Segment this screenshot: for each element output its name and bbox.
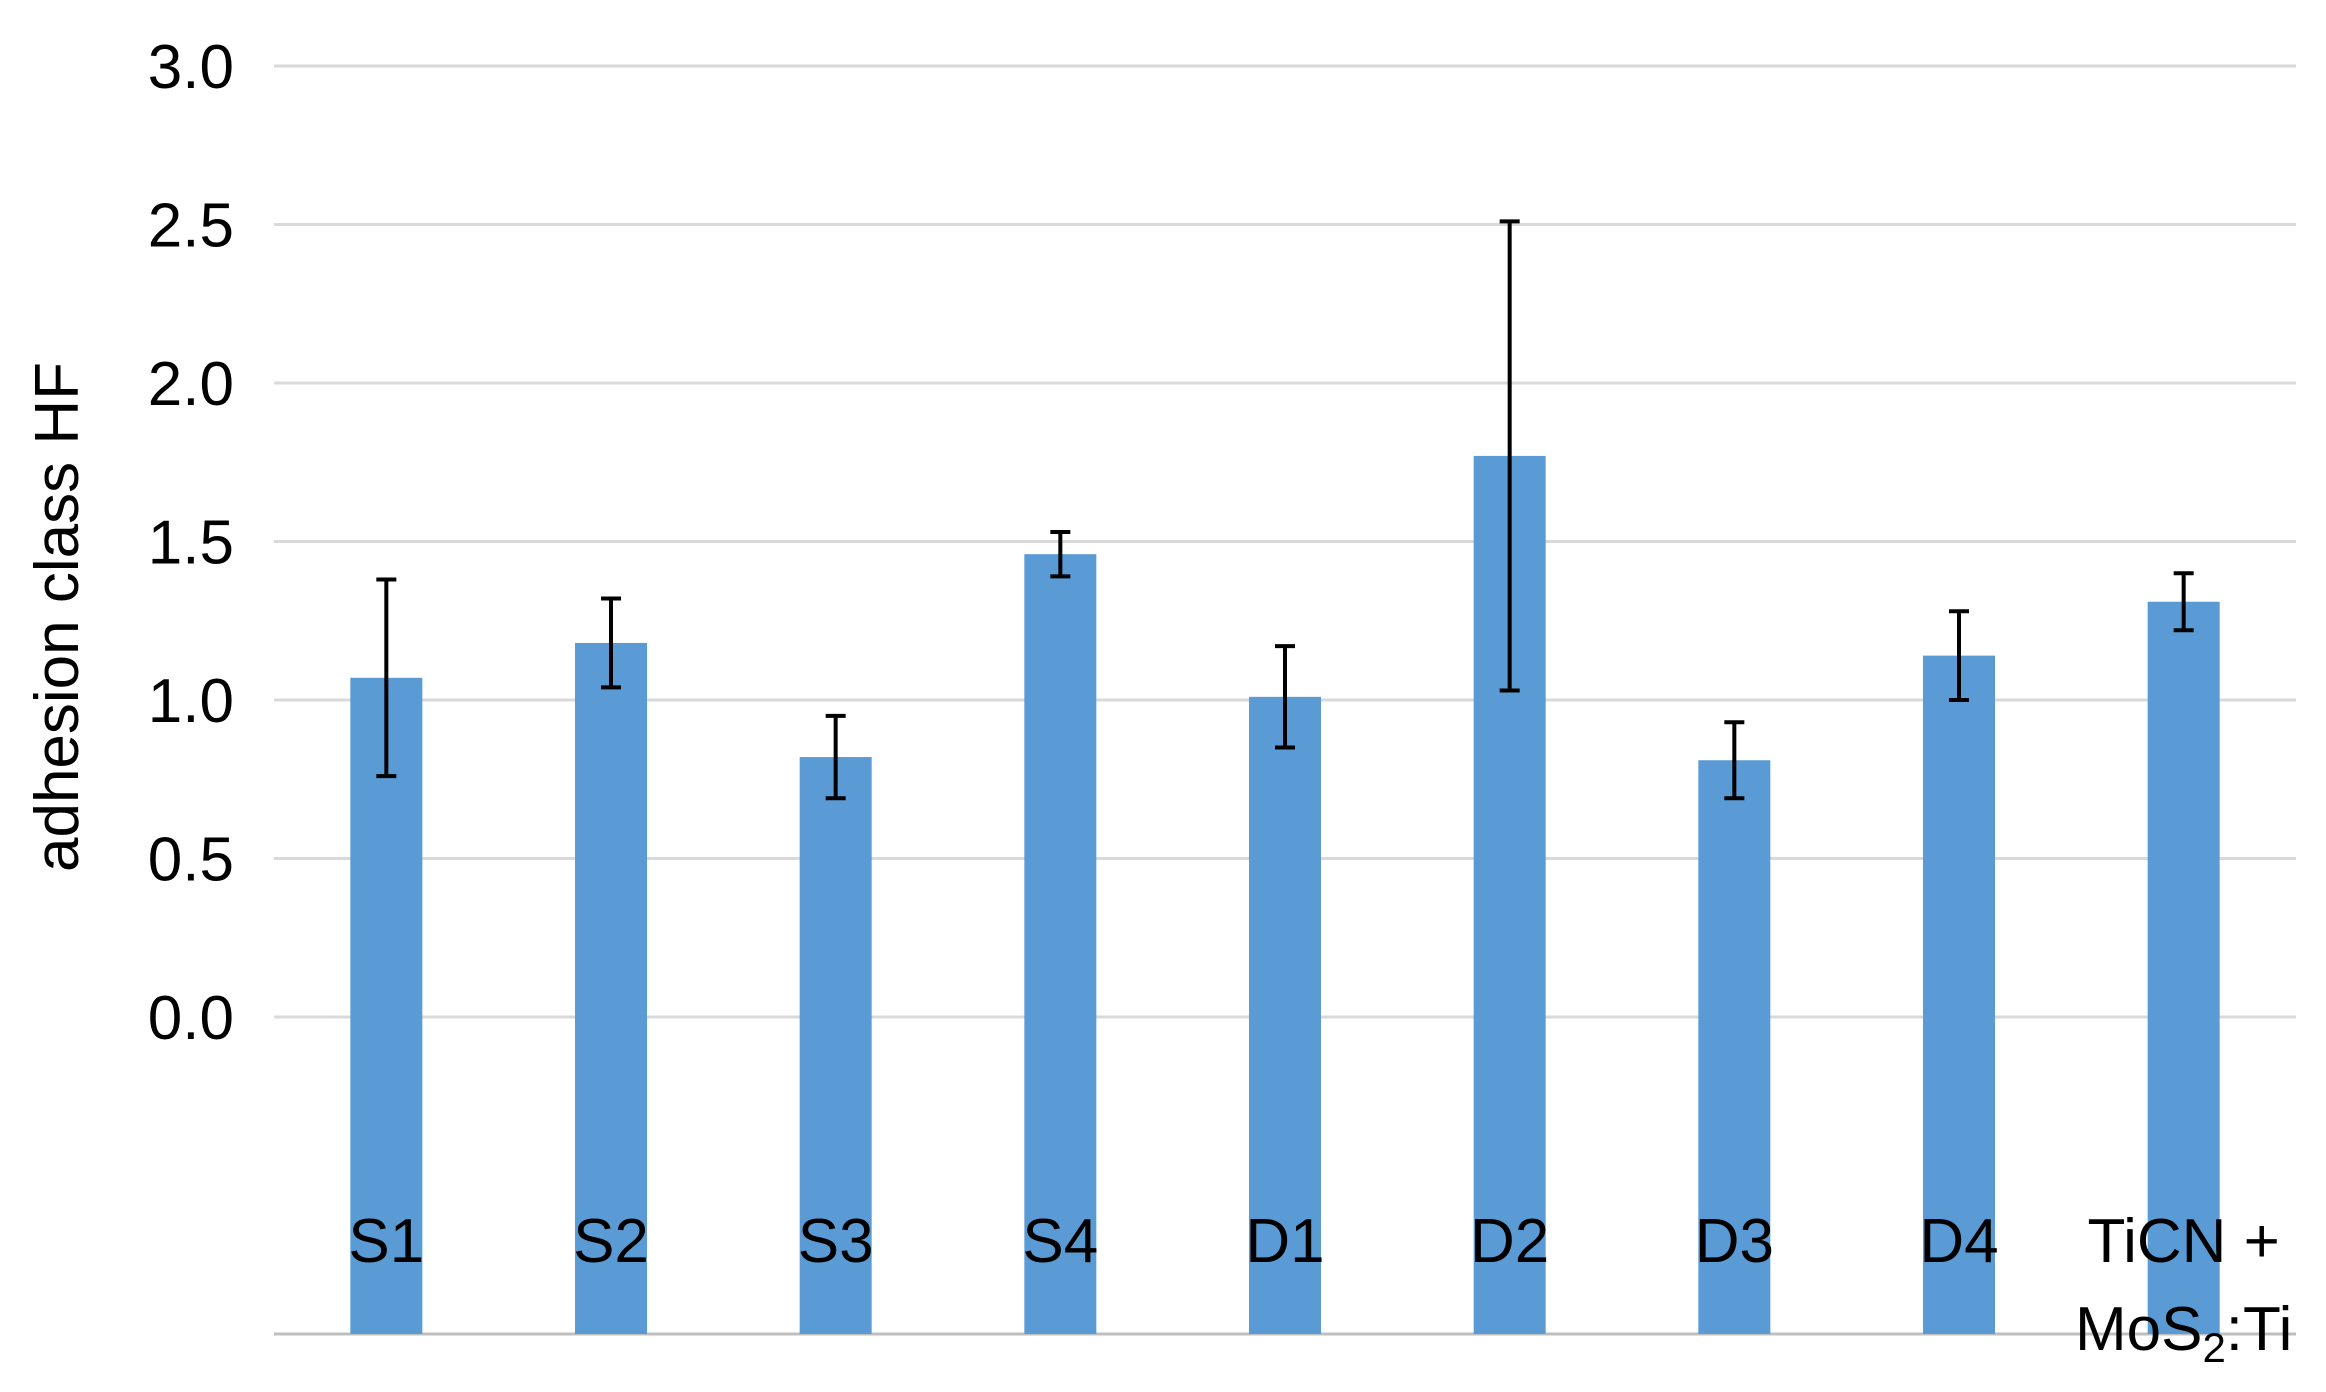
x-tick-label: D2 <box>1470 1207 1549 1276</box>
error-bar <box>1949 609 1969 702</box>
y-tick-label: 1.5 <box>148 509 234 578</box>
y-tick-label: 1.0 <box>148 667 234 736</box>
x-tick-label: S2 <box>573 1207 649 1276</box>
error-bar <box>376 577 397 779</box>
error-bar <box>1724 720 1745 801</box>
bar-d4 <box>1923 655 1995 1334</box>
x-tick-label: S3 <box>798 1207 874 1276</box>
y-tick-label: 3.0 <box>148 33 234 102</box>
x-tick-label: S4 <box>1022 1207 1098 1276</box>
bar-s4 <box>1024 554 1097 1334</box>
x-tick-label: TiCN + <box>2088 1207 2280 1276</box>
bar-s1 <box>350 677 423 1334</box>
x-tick-label: D3 <box>1695 1207 1774 1276</box>
error-bar <box>1050 529 1071 579</box>
error-bar <box>825 713 846 801</box>
y-axis-title: adhesion class HF <box>23 362 92 872</box>
y-tick-label: 2.5 <box>148 192 234 261</box>
y-tick-label: 0.0 <box>148 984 234 1053</box>
error-bar <box>1499 219 1520 693</box>
error-bar <box>601 596 621 690</box>
bar-d3 <box>1698 760 1771 1334</box>
y-tick-label: 0.5 <box>148 826 234 895</box>
error-bar <box>2173 571 2194 633</box>
bar-ticn <box>2147 601 2220 1334</box>
x-tick-label: D1 <box>1245 1207 1324 1276</box>
x-tick-label: S1 <box>348 1207 424 1276</box>
bar-d1 <box>1249 696 1321 1334</box>
bar-s2 <box>575 642 647 1334</box>
x-tick-label-line2: MoS2:Ti <box>2075 1295 2292 1371</box>
x-tick-label: D4 <box>1919 1207 1998 1276</box>
y-tick-label: 2.0 <box>148 350 234 419</box>
bar-s3 <box>799 757 872 1334</box>
error-bar <box>1275 644 1295 750</box>
